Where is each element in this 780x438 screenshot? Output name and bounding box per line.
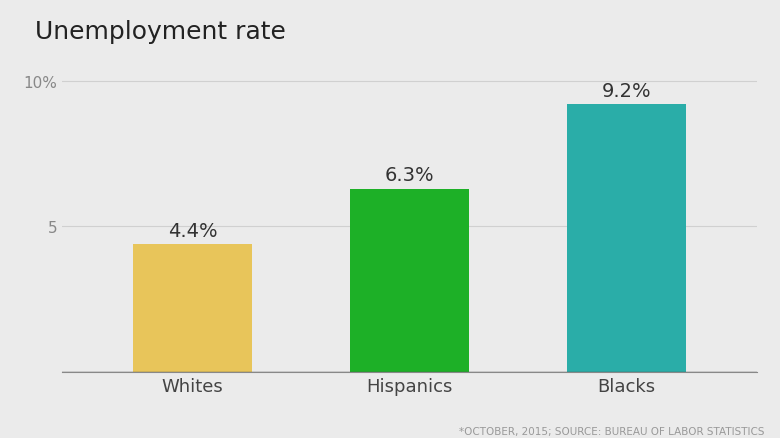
Text: *OCTOBER, 2015; SOURCE: BUREAU OF LABOR STATISTICS: *OCTOBER, 2015; SOURCE: BUREAU OF LABOR … xyxy=(459,426,764,436)
Text: 9.2%: 9.2% xyxy=(601,81,651,101)
Bar xyxy=(567,105,686,372)
Text: Unemployment rate: Unemployment rate xyxy=(34,20,285,44)
Bar xyxy=(133,244,252,372)
Text: 4.4%: 4.4% xyxy=(168,221,218,240)
Text: 6.3%: 6.3% xyxy=(385,166,434,185)
Bar xyxy=(350,189,469,372)
